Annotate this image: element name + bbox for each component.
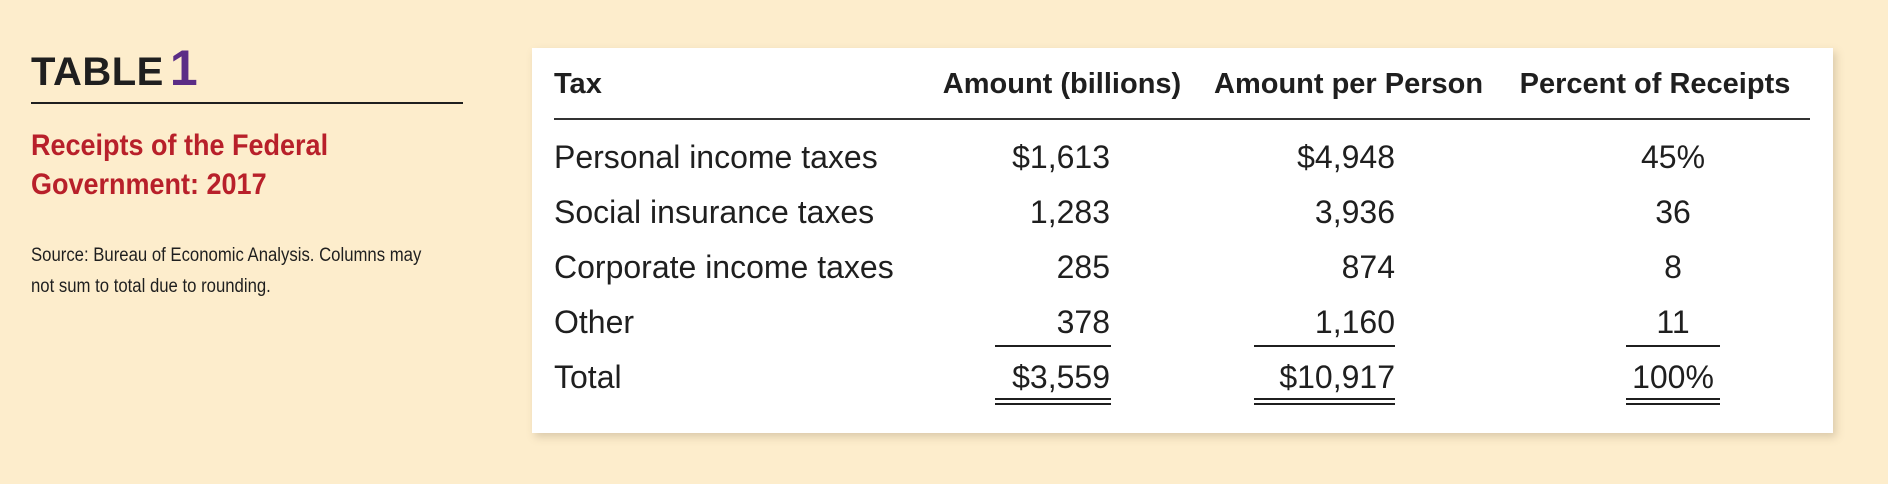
- cell-per-person: 1,160: [1314, 304, 1395, 340]
- label-divider: [31, 102, 463, 104]
- table-row-personal-income: Personal income taxes $1,613 $4,948 45%: [554, 130, 1810, 185]
- cell-tax: Social insurance taxes: [554, 194, 875, 230]
- table-caption: Receipts of the Federal Government: 2017: [31, 126, 463, 204]
- subtotal-rule-amount: [995, 345, 1111, 347]
- cell-tax: Corporate income taxes: [554, 249, 894, 285]
- header-amount-per-person: Amount per Person: [1214, 68, 1484, 100]
- cell-per-person: 874: [1341, 249, 1395, 285]
- cell-percent: 45%: [1640, 139, 1706, 175]
- total-double-rule-amount: [995, 398, 1111, 405]
- table-number: 1: [169, 40, 199, 96]
- cell-tax: Personal income taxes: [554, 139, 878, 175]
- source-note: Source: Bureau of Economic Analysis. Col…: [31, 240, 462, 302]
- source-line-1: Source: Bureau of Economic Analysis. Col…: [31, 245, 422, 266]
- caption-line-2: Government: 2017: [31, 168, 267, 201]
- table-row-other: Other 378 1,160 11: [554, 295, 1810, 350]
- cell-per-person: $10,917: [1279, 359, 1395, 395]
- cell-percent: 36: [1655, 194, 1691, 230]
- cell-percent: 8: [1664, 249, 1682, 285]
- subtotal-rule-percent: [1626, 345, 1720, 347]
- table-label: TABLE 1: [31, 43, 463, 96]
- cell-percent: 100%: [1632, 359, 1714, 395]
- total-double-rule-per-person: [1254, 398, 1395, 405]
- cell-tax: Total: [554, 359, 622, 395]
- cell-amount: 378: [1056, 304, 1110, 340]
- cell-amount: 1,283: [1029, 194, 1110, 230]
- table-card: Tax Amount (billions) Amount per Person …: [532, 48, 1833, 433]
- table-caption-panel: TABLE 1 Receipts of the Federal Governmen…: [31, 43, 463, 302]
- cell-per-person: $4,948: [1297, 139, 1395, 175]
- table-row-corporate-income: Corporate income taxes 285 874 8: [554, 240, 1810, 295]
- table-row-social-insurance: Social insurance taxes 1,283 3,936 36: [554, 185, 1810, 240]
- table-header-row: Tax Amount (billions) Amount per Person …: [554, 48, 1810, 120]
- table-word: TABLE: [31, 50, 164, 94]
- cell-percent: 11: [1656, 304, 1690, 340]
- cell-per-person: 3,936: [1314, 194, 1395, 230]
- subtotal-rule-per-person: [1254, 345, 1395, 347]
- cell-amount: 285: [1056, 249, 1110, 285]
- source-line-2: not sum to total due to rounding.: [31, 276, 271, 297]
- cell-amount: $3,559: [1012, 359, 1110, 395]
- table-row-total: Total $3,559 $10,917 100%: [554, 350, 1810, 405]
- header-tax: Tax: [554, 68, 602, 100]
- cell-tax: Other: [554, 304, 635, 340]
- header-percent-of-receipts: Percent of Receipts: [1519, 68, 1791, 100]
- header-amount-billions: Amount (billions): [942, 68, 1182, 100]
- receipts-table: Tax Amount (billions) Amount per Person …: [554, 48, 1810, 405]
- caption-line-1: Receipts of the Federal: [31, 129, 329, 162]
- total-double-rule-percent: [1626, 398, 1720, 405]
- cell-amount: $1,613: [1012, 139, 1110, 175]
